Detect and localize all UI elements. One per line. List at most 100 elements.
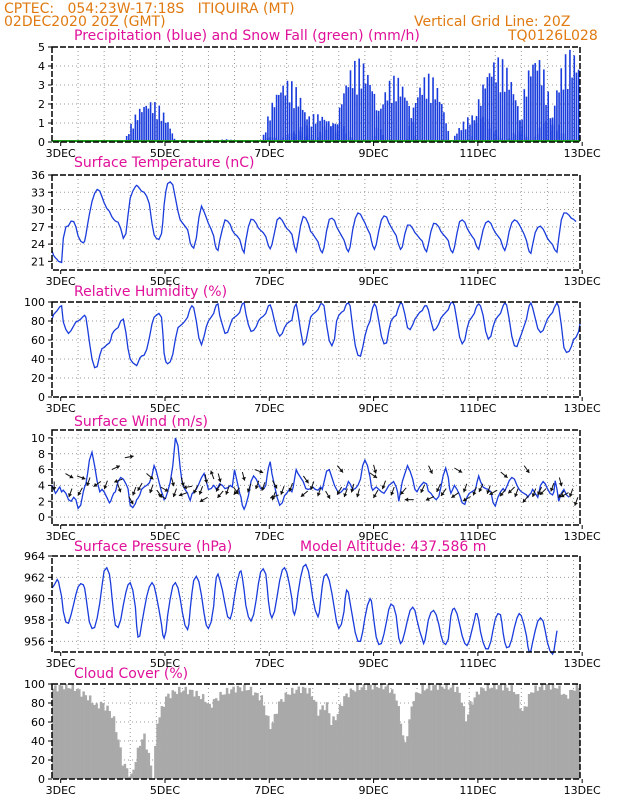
cloud-bar: [545, 684, 548, 779]
precip-bar: [171, 133, 174, 142]
precip-bar: [327, 123, 330, 142]
wind-arrow: [425, 496, 435, 501]
run-time: 02DEC2020 20Z (GMT): [4, 14, 166, 30]
cloud-bar: [228, 693, 231, 779]
wind-arrow: [225, 486, 230, 495]
cloud-bar: [178, 686, 181, 779]
precip-bar: [158, 105, 161, 142]
precip-bar: [151, 113, 154, 142]
plot-frame: [51, 46, 581, 143]
precip-bar: [512, 132, 515, 142]
cloud-bar: [204, 701, 207, 779]
wind-arrow: [462, 496, 471, 502]
cloud-bar: [82, 691, 85, 779]
precip-bar: [390, 102, 393, 142]
precip-bar: [543, 69, 545, 142]
precip-bar: [125, 135, 128, 142]
cloud-bar: [317, 715, 320, 779]
cloud-bar: [104, 710, 107, 779]
precip-bar: [393, 75, 395, 142]
precip-bar: [514, 100, 517, 142]
cloud-bar: [108, 711, 111, 779]
precip-bar: [506, 67, 508, 142]
cloud-bar: [477, 694, 481, 779]
precip-bar: [414, 102, 417, 142]
cloud-bar: [247, 690, 251, 779]
xtick-label: 11DEC: [459, 784, 496, 797]
cloud-bar: [447, 689, 450, 779]
cloud-bar: [373, 684, 377, 779]
wind-arrow: [440, 488, 447, 497]
cloud-bar: [291, 687, 294, 779]
cloud-bar: [156, 723, 159, 779]
wind-arrow: [568, 488, 574, 498]
cloud-bar: [371, 689, 374, 779]
ytick-label: 60: [31, 716, 45, 729]
cloud-bar: [480, 687, 483, 779]
cloud-bar: [132, 769, 135, 779]
cloud-bar: [262, 705, 266, 779]
precip-bar: [410, 121, 413, 142]
cloud-bar: [358, 690, 361, 779]
cloud-bar: [145, 749, 148, 779]
cloud-bar: [525, 706, 529, 779]
xtick-label: 13DEC: [564, 275, 601, 288]
precip-bar: [277, 94, 280, 142]
cloud-bar: [499, 684, 503, 779]
wind-arrow: [549, 482, 555, 492]
precip-bar: [388, 80, 391, 142]
xtick-label: 11DEC: [459, 402, 496, 415]
cloud-bar: [562, 693, 566, 779]
xtick-label: 7DEC: [254, 784, 284, 797]
cloud-bar: [436, 689, 440, 779]
precip-bar: [527, 70, 530, 142]
precip-bar: [536, 70, 539, 142]
precip-bar: [271, 102, 274, 142]
wind-arrow: [124, 454, 134, 459]
precip-bar: [351, 88, 354, 142]
precip-bar: [445, 123, 447, 142]
wind-arrow: [560, 492, 569, 498]
cloud-bar: [286, 694, 290, 779]
xtick-label: 9DEC: [359, 784, 389, 797]
precip-bar: [549, 130, 552, 142]
xtick-label: 11DEC: [459, 147, 496, 160]
xtick-label: 3DEC: [46, 530, 76, 543]
precip-bar: [436, 87, 439, 142]
cloud-bar: [484, 690, 487, 779]
precip-bar: [547, 123, 550, 142]
cloud-bar: [314, 701, 318, 779]
precip-bar: [516, 131, 519, 142]
ytick-label: 20: [31, 754, 45, 767]
cloud-bar: [232, 686, 235, 779]
xtick-label: 3DEC: [46, 275, 76, 288]
cloud-bar: [508, 691, 511, 779]
cloud-bar: [101, 703, 105, 779]
cloud-bar: [519, 708, 522, 779]
precip-bar: [301, 109, 304, 142]
precip-bar: [493, 62, 495, 142]
cloud-bar: [217, 700, 220, 779]
wind-arrow: [269, 494, 279, 499]
cloud-bar: [384, 686, 387, 779]
xtick-label: 13DEC: [564, 402, 601, 415]
wind-arrow: [77, 487, 83, 496]
wind-arrow: [170, 477, 176, 487]
precip-bar: [503, 91, 506, 142]
cloud-bar: [117, 739, 120, 779]
precip-bar: [556, 90, 558, 142]
plot-frame: [51, 174, 581, 271]
precip-bar: [406, 100, 408, 142]
cloud-bar: [538, 686, 542, 779]
wind-arrow: [113, 478, 123, 484]
cloud-bar: [490, 687, 494, 779]
cloud-bar: [288, 694, 292, 779]
xtick-label: 5DEC: [150, 402, 180, 415]
cloud-bar: [280, 699, 283, 779]
cloud-bar: [171, 690, 174, 779]
precip-bar: [540, 126, 543, 142]
wind-arrow: [558, 477, 563, 487]
cloud-bar: [336, 714, 340, 779]
precip-bar: [486, 77, 489, 142]
